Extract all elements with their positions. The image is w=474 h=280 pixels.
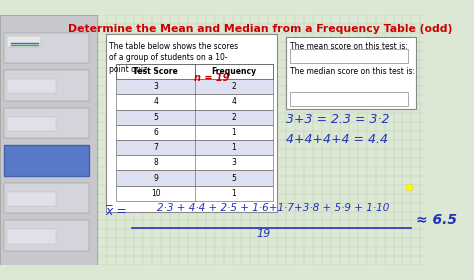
FancyBboxPatch shape [290,92,408,106]
FancyBboxPatch shape [116,79,273,94]
FancyBboxPatch shape [7,36,41,47]
Text: point quiz.: point quiz. [109,65,150,74]
Text: 9: 9 [153,174,158,183]
Text: 10: 10 [151,189,160,198]
Text: 3+3 = 2.3 = 3·2: 3+3 = 2.3 = 3·2 [286,113,390,126]
FancyBboxPatch shape [116,171,273,186]
FancyBboxPatch shape [7,79,56,94]
Text: 1: 1 [231,189,236,198]
Text: 2: 2 [231,113,236,122]
Text: 4: 4 [231,97,237,106]
FancyBboxPatch shape [0,15,97,265]
FancyBboxPatch shape [286,37,416,109]
Text: 5: 5 [231,174,237,183]
Text: of a group of students on a 10-: of a group of students on a 10- [109,53,228,62]
Text: Frequency: Frequency [211,67,256,76]
Text: 19: 19 [257,229,271,239]
Text: 5: 5 [153,113,158,122]
FancyBboxPatch shape [7,192,56,206]
FancyBboxPatch shape [116,109,273,125]
Text: The table below shows the scores: The table below shows the scores [109,42,238,51]
Text: 3: 3 [153,82,158,91]
Text: 1: 1 [231,143,236,152]
Text: ≈ 6.5: ≈ 6.5 [416,213,457,227]
Text: x̅ =: x̅ = [106,205,128,218]
Text: Determine the Mean and Median from a Frequency Table (odd): Determine the Mean and Median from a Fre… [68,24,453,34]
Text: n = 19: n = 19 [194,73,229,83]
FancyBboxPatch shape [4,145,90,176]
Text: The median score on this test is:: The median score on this test is: [290,67,415,76]
Text: 4: 4 [153,97,158,106]
FancyBboxPatch shape [4,108,90,138]
FancyBboxPatch shape [116,155,273,171]
Text: 4+4+4+4 = 4.4: 4+4+4+4 = 4.4 [286,133,388,146]
FancyBboxPatch shape [106,34,277,212]
FancyBboxPatch shape [4,220,90,251]
Text: 1: 1 [231,128,236,137]
FancyBboxPatch shape [7,117,56,131]
FancyBboxPatch shape [290,49,408,63]
FancyBboxPatch shape [4,183,90,213]
Text: 2: 2 [231,82,236,91]
FancyBboxPatch shape [4,70,90,101]
FancyBboxPatch shape [4,33,90,63]
Text: 7: 7 [153,143,158,152]
Text: 3: 3 [231,158,237,167]
FancyBboxPatch shape [116,140,273,155]
FancyBboxPatch shape [116,125,273,140]
Text: 8: 8 [153,158,158,167]
FancyBboxPatch shape [116,64,273,79]
Text: 6: 6 [153,128,158,137]
Text: 2·3 + 4·4 + 2·5 + 1·6+1·7+3·8 + 5·9 + 1·10: 2·3 + 4·4 + 2·5 + 1·6+1·7+3·8 + 5·9 + 1·… [156,203,389,213]
FancyBboxPatch shape [7,229,56,244]
Text: The mean score on this test is:: The mean score on this test is: [290,42,408,51]
FancyBboxPatch shape [116,94,273,109]
FancyBboxPatch shape [116,186,273,201]
Text: Test Score: Test Score [133,67,178,76]
